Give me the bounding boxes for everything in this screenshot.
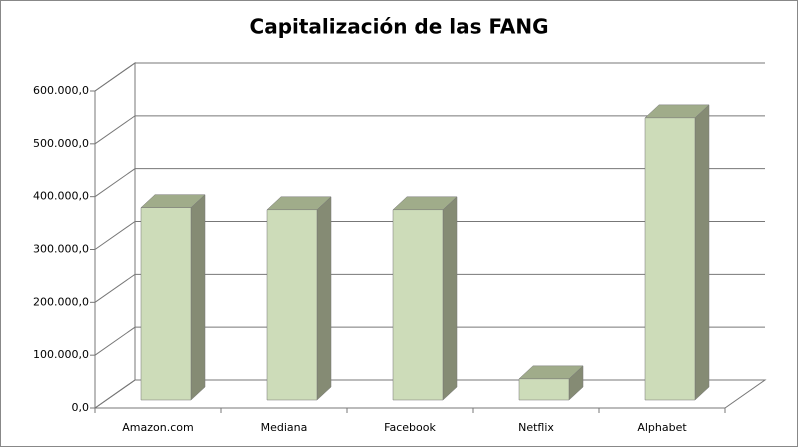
x-tick-label: Facebook (384, 421, 436, 434)
grid-line (94, 221, 765, 250)
bar-side (694, 104, 710, 401)
grid-line (94, 62, 765, 92)
y-tick-label: 600.000,0 (33, 84, 89, 97)
bar-front (644, 117, 696, 401)
x-tick-label: Netflix (518, 421, 554, 434)
bar-front (266, 209, 318, 401)
bar-side (190, 194, 206, 401)
bar (140, 194, 206, 401)
grid-line (94, 326, 765, 356)
y-tick-label: 200.000,0 (33, 295, 89, 308)
x-tick-label: Mediana (261, 421, 308, 434)
bar-front (392, 209, 444, 401)
x-tick-label: Amazon.com (122, 421, 193, 434)
y-tick-label: 500.000,0 (33, 137, 89, 150)
bar (518, 365, 584, 401)
grid-line (94, 273, 765, 303)
bar (644, 104, 710, 401)
y-tick-label: 300.000,0 (33, 243, 89, 256)
y-tick-label: 400.000,0 (33, 190, 89, 203)
grid-line (94, 115, 765, 145)
bar (266, 196, 332, 401)
bar-front (518, 378, 570, 401)
bar-side (316, 196, 332, 401)
bar (392, 196, 458, 401)
y-tick-label: 0,0 (72, 401, 90, 414)
grid-line (94, 168, 765, 198)
bar-side (442, 196, 458, 401)
y-tick-label: 100.000,0 (33, 348, 89, 361)
chart-title: Capitalización de las FANG (250, 15, 549, 39)
x-tick-label: Alphabet (637, 421, 687, 434)
bar-front (140, 207, 192, 401)
